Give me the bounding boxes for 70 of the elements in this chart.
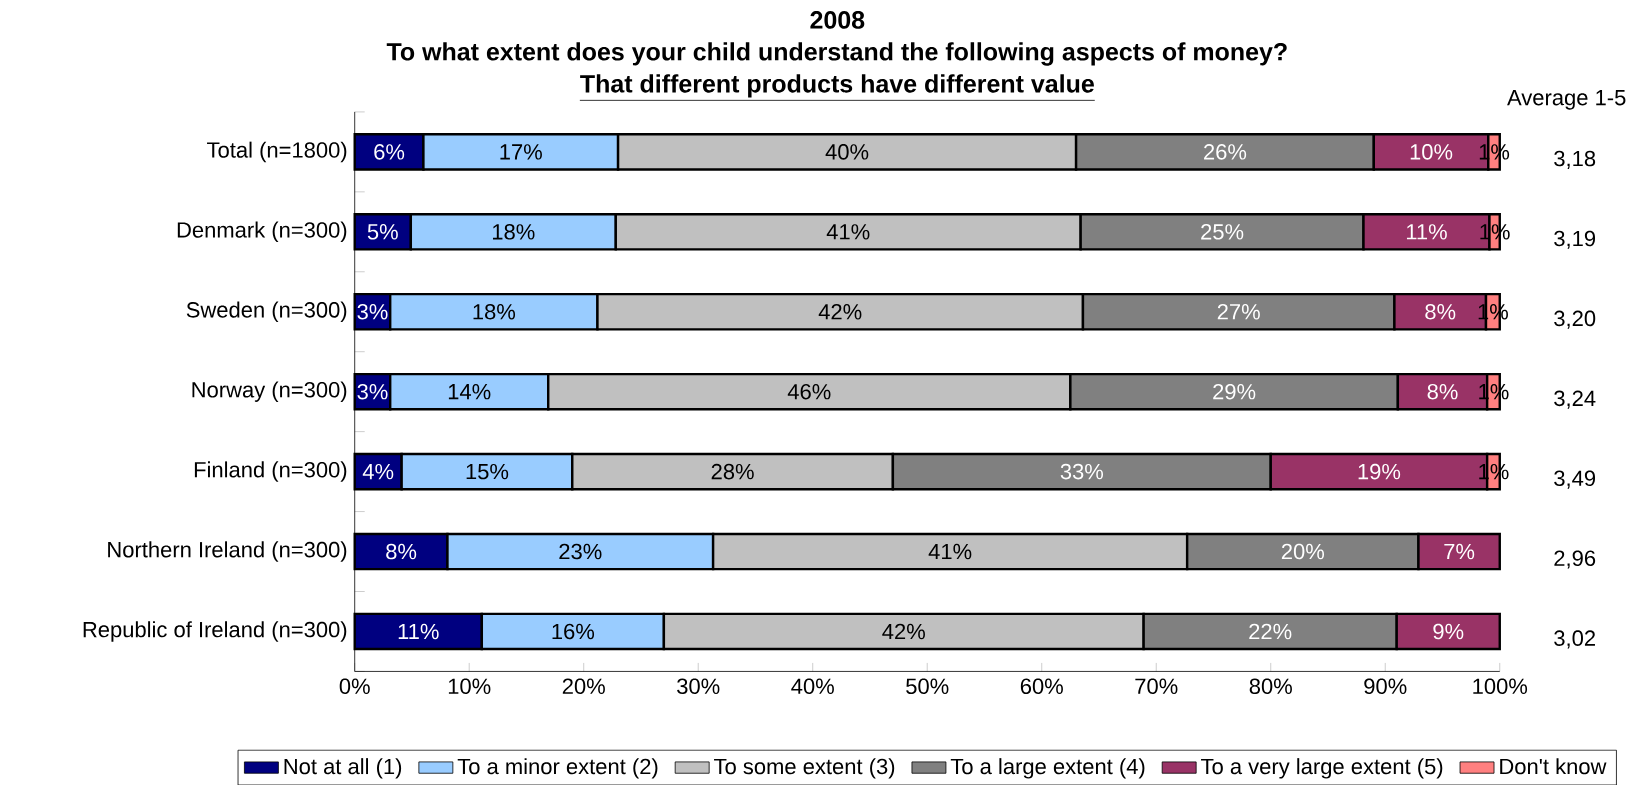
text: 3,02 (1554, 630, 1595, 649)
legend-label: To a very large extent (5) (1201, 757, 1443, 779)
x-tick-label: 60% (1020, 678, 1063, 694)
data-label: 28% (711, 463, 754, 480)
x-tick-label: 30% (677, 678, 720, 694)
data-label: 22% (1249, 623, 1292, 640)
y-tick-label: Sweden (n=300) (186, 301, 347, 322)
text: 3,24 (1554, 390, 1596, 409)
data-label: 16% (552, 623, 595, 640)
data-label: 18% (492, 223, 535, 240)
y-tick-label: Norway (n=300) (192, 381, 347, 402)
data-label: 3% (357, 303, 388, 320)
data-label: 17% (500, 144, 542, 160)
data-label: 41% (928, 543, 972, 560)
data-label: 27% (1217, 303, 1260, 320)
x-tick-label: 20% (562, 678, 605, 694)
legend-label: Not at all (1) (284, 757, 402, 779)
y-tick-label: Denmark (n=300) (177, 221, 347, 242)
x-tick-label: 40% (791, 678, 834, 694)
data-label: 40% (825, 143, 869, 160)
text: 3,19 (1554, 230, 1596, 249)
x-tick-label: 0% (339, 678, 370, 694)
legend-label: To a large extent (4) (950, 757, 1145, 779)
data-label: 42% (882, 623, 925, 640)
x-tick-label: 80% (1249, 678, 1292, 694)
x-tick-label: 10% (448, 678, 491, 694)
y-tick-label: Northern Ireland (n=300) (108, 541, 347, 562)
data-label: 26% (1204, 143, 1247, 160)
data-label: 46% (787, 383, 831, 400)
text: 3,18 (1554, 150, 1596, 169)
x-tick-label: 50% (906, 678, 949, 694)
legend-label: Don't know (1500, 757, 1607, 775)
data-label: 3% (357, 383, 388, 400)
text: Average 1-5 (1507, 89, 1626, 110)
data-label: 7% (1444, 543, 1475, 560)
data-label: 19% (1358, 463, 1401, 480)
data-label: 25% (1201, 223, 1244, 240)
data-label: 29% (1213, 383, 1256, 400)
data-label: 11% (398, 623, 439, 639)
y-tick-label: Total (n=1800) (207, 141, 347, 162)
y-tick-label: Finland (n=300) (194, 461, 347, 482)
data-label: 14% (448, 383, 491, 400)
data-label: 11% (1406, 223, 1447, 240)
data-label: 4% (362, 463, 394, 480)
data-label: 9% (1433, 623, 1464, 640)
data-label: 8% (1425, 303, 1456, 320)
text: That different products have different value (580, 74, 1094, 98)
data-label: 8% (1427, 383, 1458, 400)
text: 3,20 (1554, 310, 1596, 329)
chart-title: 2008 (810, 10, 865, 29)
text: 2,96 (1554, 550, 1596, 569)
data-label: 41% (826, 223, 870, 240)
legend-label: To some extent (3) (714, 757, 895, 779)
data-label: 18% (473, 303, 516, 320)
data-label: 23% (559, 543, 602, 560)
data-label: 20% (1281, 543, 1325, 560)
data-label: 5% (367, 223, 398, 240)
y-tick-label: Republic of Ireland (n=300) (83, 621, 347, 642)
data-label: 8% (386, 543, 417, 560)
legend-label: To a minor extent (2) (457, 757, 658, 779)
data-label: 42% (818, 303, 862, 320)
x-tick-label: 70% (1135, 678, 1178, 694)
chart-subtitle: To what extent does your child understand the following aspects of money? (386, 42, 1287, 66)
text: 3,49 (1554, 470, 1596, 489)
data-label: 10% (1410, 143, 1453, 160)
data-label: 15% (466, 463, 509, 480)
data-label: 6% (374, 143, 405, 160)
data-label: 33% (1060, 463, 1104, 480)
x-tick-label: 90% (1364, 678, 1407, 694)
x-tick-label: 100% (1473, 678, 1528, 694)
